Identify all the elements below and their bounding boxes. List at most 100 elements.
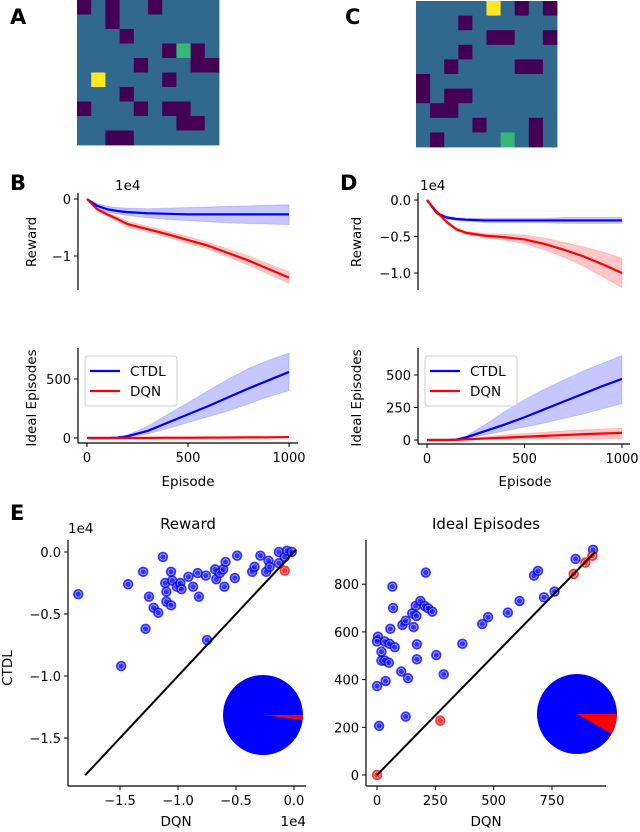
free-cell: [91, 0, 106, 15]
point-ctdl-better: [176, 584, 187, 595]
free-cell: [91, 116, 106, 131]
free-cell: [486, 15, 501, 31]
point-ctdl-better-ring: [422, 569, 430, 576]
free-cell: [430, 44, 445, 60]
point-ctdl-better-ring: [251, 563, 258, 571]
y-tick-label: 200: [334, 721, 359, 736]
free-cell: [133, 72, 149, 88]
wall-cell: [458, 44, 473, 60]
free-cell: [416, 59, 431, 75]
free-cell: [416, 30, 431, 46]
free-cell: [472, 103, 487, 119]
point-ctdl-better: [138, 566, 149, 578]
free-cell: [430, 1, 445, 16]
free-cell: [486, 103, 501, 119]
panel-label-b: B: [10, 171, 26, 195]
wall-cell: [148, 0, 163, 15]
point-ctdl-better-ring: [202, 572, 210, 579]
free-cell: [148, 101, 163, 117]
free-cell: [472, 74, 487, 89]
x-offset-text: 1e4: [281, 814, 306, 830]
legend-label-ctdl: CTDL: [470, 364, 506, 380]
x-tick-label: 1000: [605, 452, 638, 467]
free-cell: [105, 116, 120, 131]
free-cell: [542, 74, 558, 89]
free-cell: [176, 14, 191, 30]
free-cell: [91, 130, 106, 146]
y-axis-label: CTDL: [0, 650, 16, 686]
legend-label-dqn: DQN: [470, 384, 501, 400]
free-cell: [486, 74, 501, 89]
free-cell: [105, 58, 120, 73]
point-ctdl-better-ring: [222, 558, 229, 566]
free-cell: [416, 44, 431, 60]
point-ctdl-better-ring: [203, 636, 211, 644]
point-ctdl-better-ring: [145, 593, 153, 601]
free-cell: [148, 43, 163, 59]
free-cell: [542, 15, 558, 31]
point-ctdl-better: [122, 579, 134, 590]
wall-cell: [190, 43, 206, 59]
point-dqn-better-ring: [588, 552, 596, 560]
point-ctdl-better: [570, 553, 581, 565]
point-ctdl-better-ring: [266, 563, 274, 571]
free-cell: [472, 1, 487, 16]
point-ctdl-better: [255, 550, 266, 561]
free-cell: [105, 87, 120, 102]
point-ctdl-better-ring: [178, 585, 185, 593]
wall-cell: [416, 88, 431, 104]
point-ctdl-better-ring: [167, 568, 175, 576]
free-cell: [162, 0, 177, 15]
point-ctdl-better-ring: [386, 625, 394, 633]
wall-cell: [190, 116, 206, 131]
wall-cell: [430, 132, 445, 148]
free-cell: [176, 87, 191, 102]
free-cell: [486, 59, 501, 75]
free-cell: [77, 130, 92, 146]
y-tick-label: 0: [63, 432, 71, 447]
free-cell: [176, 130, 191, 146]
point-ctdl-better: [532, 565, 544, 577]
point-dqn-better-ring: [436, 717, 444, 725]
point-ctdl-better-ring: [484, 613, 492, 621]
wall-cell: [486, 30, 501, 46]
point-ctdl-better-ring: [167, 601, 175, 609]
point-ctdl-better-ring: [231, 574, 239, 582]
point-ctdl-better-ring: [572, 555, 579, 563]
identity-line: [84, 548, 298, 776]
free-cell: [458, 1, 473, 16]
point-ctdl-better-ring: [504, 609, 512, 616]
point-ctdl-better: [165, 600, 177, 611]
point-ctdl-better: [411, 610, 422, 622]
free-cell: [119, 101, 135, 117]
free-cell: [444, 44, 459, 60]
wall-cell: [458, 15, 473, 31]
wall-cell: [430, 103, 445, 119]
free-cell: [119, 116, 135, 131]
wall-cell: [162, 101, 177, 117]
point-ctdl-better-ring: [382, 677, 390, 685]
free-cell: [500, 1, 516, 16]
free-cell: [458, 103, 473, 119]
point-ctdl-better: [264, 561, 275, 573]
y-tick-label: 0: [63, 193, 71, 208]
free-cell: [472, 15, 487, 31]
free-cell: [528, 44, 544, 60]
free-cell: [162, 130, 177, 146]
point-ctdl-better-ring: [440, 670, 448, 678]
point-ctdl-better: [477, 618, 488, 630]
free-cell: [444, 1, 459, 16]
point-ctdl-better: [231, 550, 243, 561]
dqn-mean-line: [87, 435, 290, 440]
point-ctdl-better: [408, 621, 419, 633]
free-cell: [204, 0, 220, 15]
pie-slice-dqn: [577, 714, 617, 734]
y-tick-label: 0.0: [40, 546, 61, 561]
point-ctdl-better: [220, 556, 231, 568]
free-cell: [176, 29, 191, 44]
free-cell: [91, 14, 106, 30]
point-ctdl-better: [376, 646, 387, 657]
wall-cell: [444, 88, 459, 104]
free-cell: [500, 103, 516, 119]
point-ctdl-better-ring: [195, 593, 203, 601]
